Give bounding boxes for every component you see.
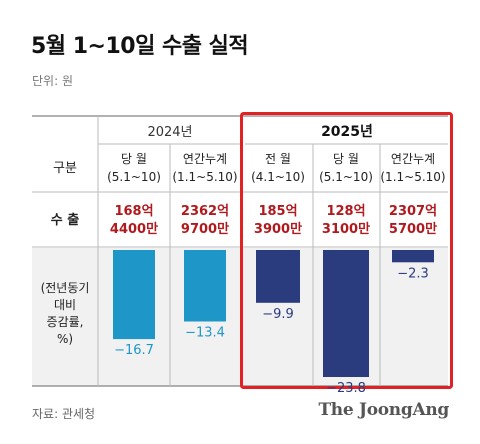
bar-label-col-1: −13.4: [185, 326, 225, 341]
col-0-export-line-2: 4400만: [110, 221, 158, 237]
col-0-label: 당 월: [121, 152, 147, 166]
col-2-label: 전 월: [265, 152, 291, 166]
col-2-export-line-2: 3900만: [254, 221, 302, 237]
page-title: 5월 1~10일 수출 실적: [31, 34, 249, 59]
bar-label-col-2: −9.9: [262, 307, 294, 322]
col-1-label: 연간누계: [183, 152, 227, 166]
year-header-2024: 2024년: [147, 125, 192, 140]
col-3-label: 당 월: [333, 152, 359, 166]
col-0-range: (5.1~10): [107, 170, 161, 184]
col-4-export-line-1: 2307억: [389, 204, 437, 219]
highlight-2025-frame: [240, 112, 453, 389]
year-header-2025: 2025년: [321, 124, 373, 140]
col-4-label: 연간누계: [391, 152, 435, 166]
col-2-export-line-1: 185억: [258, 204, 297, 219]
bar-col-1: [184, 250, 226, 322]
col-4-export-line-2: 5700만: [389, 221, 437, 237]
col-1-export-line-2: 9700만: [181, 221, 229, 237]
unit-label: 단위: 원: [32, 74, 73, 88]
bar-col-3: [323, 250, 369, 377]
brand-logo: The JoongAng: [318, 400, 449, 420]
row-label-change-line-4: %): [57, 332, 73, 346]
bar-col-0: [113, 250, 155, 340]
source-note: 자료: 관세청: [32, 407, 96, 421]
col-4-range: (1.1~5.10): [380, 170, 445, 184]
col-1-range: (1.1~5.10): [172, 170, 237, 184]
bar-label-col-4: −2.3: [397, 266, 429, 281]
col-3-export-line-1: 128억: [326, 204, 365, 219]
bar-col-4: [392, 250, 434, 263]
bar-label-col-3: −23.8: [326, 381, 366, 396]
row-label-change-line-3: 증감률,: [47, 315, 84, 329]
row-label-change-line-1: (전년동기: [41, 281, 90, 295]
row-label-category: 구분: [53, 161, 77, 176]
col-1-export-line-1: 2362억: [181, 204, 229, 219]
bar-col-2: [256, 250, 300, 303]
row-label-change-line-2: 대비: [54, 298, 76, 312]
col-3-export-line-2: 3100만: [322, 221, 370, 237]
row-label-exports: 수 출: [51, 212, 79, 228]
col-2-range: (4.1~10): [251, 170, 305, 184]
col-3-range: (5.1~10): [319, 170, 373, 184]
bar-label-col-0: −16.7: [114, 343, 154, 358]
col-0-export-line-1: 168억: [114, 204, 153, 219]
